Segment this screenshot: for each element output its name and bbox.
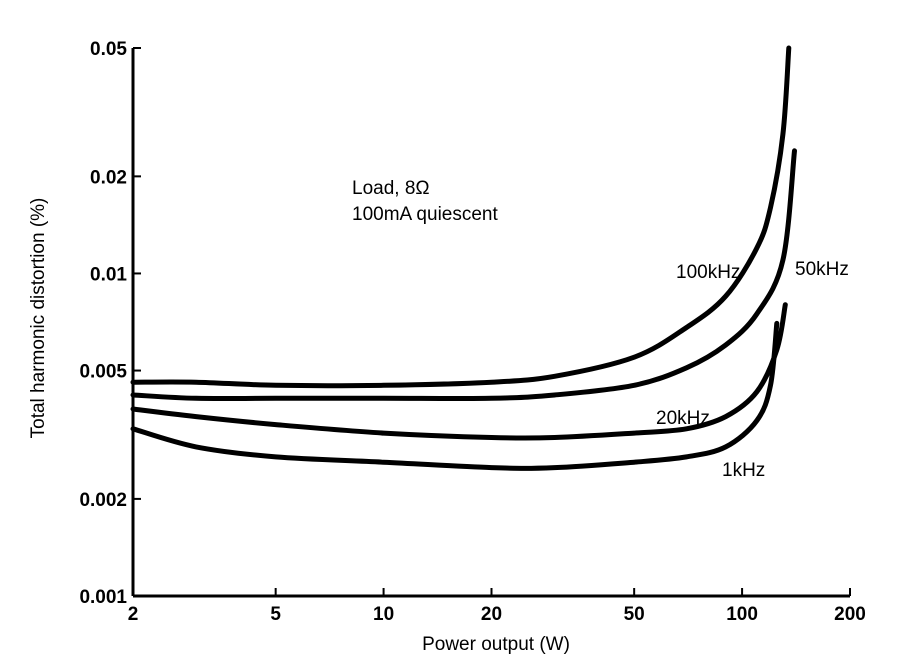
curve-50khz [130,148,797,402]
curve-group [130,45,797,471]
series-label-50khz: 50kHz [795,259,849,280]
load-annotation: Load, 8Ω [352,178,430,199]
axes [131,48,850,598]
x-tick-label: 50 [624,604,645,625]
curve-1khz [130,320,780,471]
tick-group: 2 5 10 20 50 100 200 0.001 0.002 0.005 0.01 0.02 0.0… [79,39,865,625]
y-tick-label: 0.005 [79,362,127,383]
quiescent-annotation: 100mA quiescent [352,204,498,225]
y-tick-label: 0.002 [79,490,127,511]
series-label-1khz: 1kHz [722,460,765,481]
x-axis-label: Power output (W) [422,634,570,655]
x-tick-label: 200 [834,604,866,625]
x-tick-label: 5 [270,604,281,625]
x-tick-label: 20 [481,604,502,625]
curve-20khz [130,302,788,441]
y-tick-label: 0.01 [90,264,127,285]
x-tick-label: 2 [128,604,139,625]
curve-100khz [130,45,792,389]
series-label-100khz: 100kHz [676,262,740,283]
x-tick-label: 10 [373,604,394,625]
x-tick-label: 100 [726,604,758,625]
y-axis-label: Total harmonic distortion (%) [28,198,49,439]
y-tick-label: 0.001 [79,587,127,608]
series-label-20khz: 20kHz [656,408,710,429]
y-tick-label: 0.02 [90,167,127,188]
y-tick-label: 0.05 [90,39,127,60]
